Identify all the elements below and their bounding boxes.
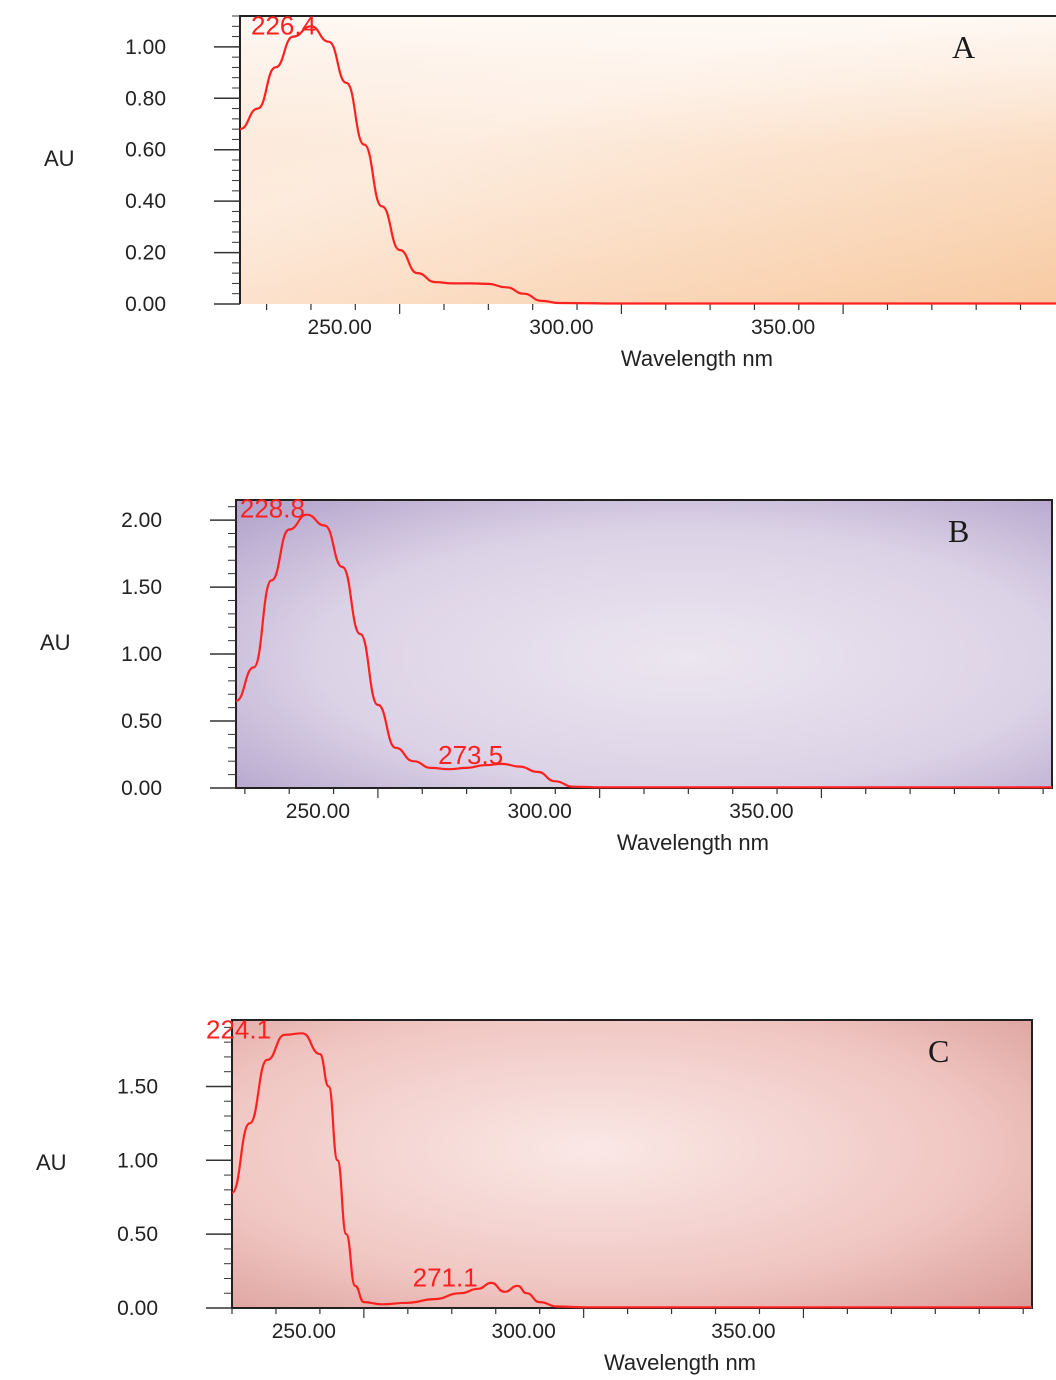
- panel-a-y-tick-label: 0.20: [125, 242, 166, 265]
- panel-c-x-tick-label: 350.00: [711, 1320, 775, 1343]
- panel-c-x-tick-label: 300.00: [492, 1320, 556, 1343]
- panel-c-y-tick-label: 0.00: [117, 1297, 158, 1320]
- panel-a-x-tick-label: 350.00: [751, 316, 815, 339]
- panel-a-spectrum-line: [239, 25, 1056, 305]
- panel-c-x-tick-label: 250.00: [272, 1320, 336, 1343]
- panel-b-spectrum-line: [235, 513, 1052, 789]
- panel-b-x-tick-label: 250.00: [286, 800, 350, 823]
- panel-c-plot-background: [232, 1020, 1032, 1308]
- panel-b-y-tick-label: 1.50: [121, 576, 162, 599]
- panel-c: 0.00 0.50 1.00 1.50 AU 250.00 300.00 350.00 Wave…: [36, 1014, 1033, 1375]
- panel-b-plot-background: [236, 500, 1052, 788]
- panel-a-y-tick-label: 0.80: [125, 87, 166, 110]
- panel-c-y-axis-title: AU: [36, 1150, 67, 1175]
- panel-c-y-tick-label: 1.00: [117, 1149, 158, 1172]
- panel-a-plot-sheen: [240, 16, 1056, 304]
- panel-c-y-tick-label: 0.50: [117, 1223, 158, 1246]
- panel-a-y-axis-title: AU: [44, 146, 75, 171]
- panel-c-letter: C: [928, 1033, 949, 1069]
- panel-b-x-tick-label: 350.00: [729, 800, 793, 823]
- panel-a-y-tick-label: 0.00: [125, 293, 166, 316]
- panel-b-y-tick-label: 2.00: [121, 509, 162, 532]
- panel-a-y-tick-label: 0.40: [125, 190, 166, 213]
- panel-a-x-axis-title: Wavelength nm: [621, 346, 773, 371]
- panel-b-y-tick-label: 1.00: [121, 643, 162, 666]
- panel-c-y-tick-label: 1.50: [117, 1075, 158, 1098]
- panel-a-x-tick-label: 250.00: [308, 316, 372, 339]
- panel-c-spectrum-line: [230, 1032, 1032, 1309]
- panel-b-x-tick-label: 300.00: [508, 800, 572, 823]
- panel-b-peak-label: 228.8: [240, 493, 305, 523]
- panel-b-letter: B: [948, 513, 969, 549]
- panel-b-x-axis-title: Wavelength nm: [617, 830, 769, 855]
- panel-a-peak-label: 226.4: [251, 10, 316, 40]
- panel-b-y-tick-label: 0.50: [121, 710, 162, 733]
- panel-a-letter: A: [952, 29, 975, 65]
- panel-a-y-tick-label: 1.00: [125, 36, 166, 59]
- panel-c-peak-label: 224.1: [206, 1014, 271, 1044]
- panel-b-peak-label: 273.5: [438, 740, 503, 770]
- panel-b-y-tick-label: 0.00: [121, 777, 162, 800]
- panel-b: 0.00 0.50 1.00 1.50 2.00 AU 250.00 300.00 350.00…: [40, 493, 1053, 855]
- panel-c-peak-label: 271.1: [413, 1262, 478, 1292]
- panel-b-y-axis-title: AU: [40, 630, 71, 655]
- panel-a: 0.00 0.20 0.40 0.60 0.80 1.00 AU 250.00 300.00 35…: [44, 10, 1056, 371]
- panel-a-x-tick-label: 300.00: [529, 316, 593, 339]
- panel-a-y-tick-label: 0.60: [125, 139, 166, 162]
- panel-c-x-axis-title: Wavelength nm: [604, 1350, 756, 1375]
